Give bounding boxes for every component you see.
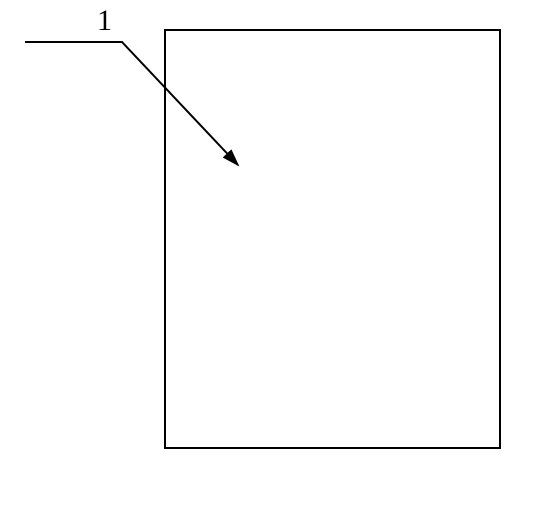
callout-leader-line: [25, 42, 238, 165]
callout-label-1: 1: [97, 4, 112, 38]
main-rectangle: [165, 30, 500, 448]
diagram-svg: [0, 0, 559, 509]
